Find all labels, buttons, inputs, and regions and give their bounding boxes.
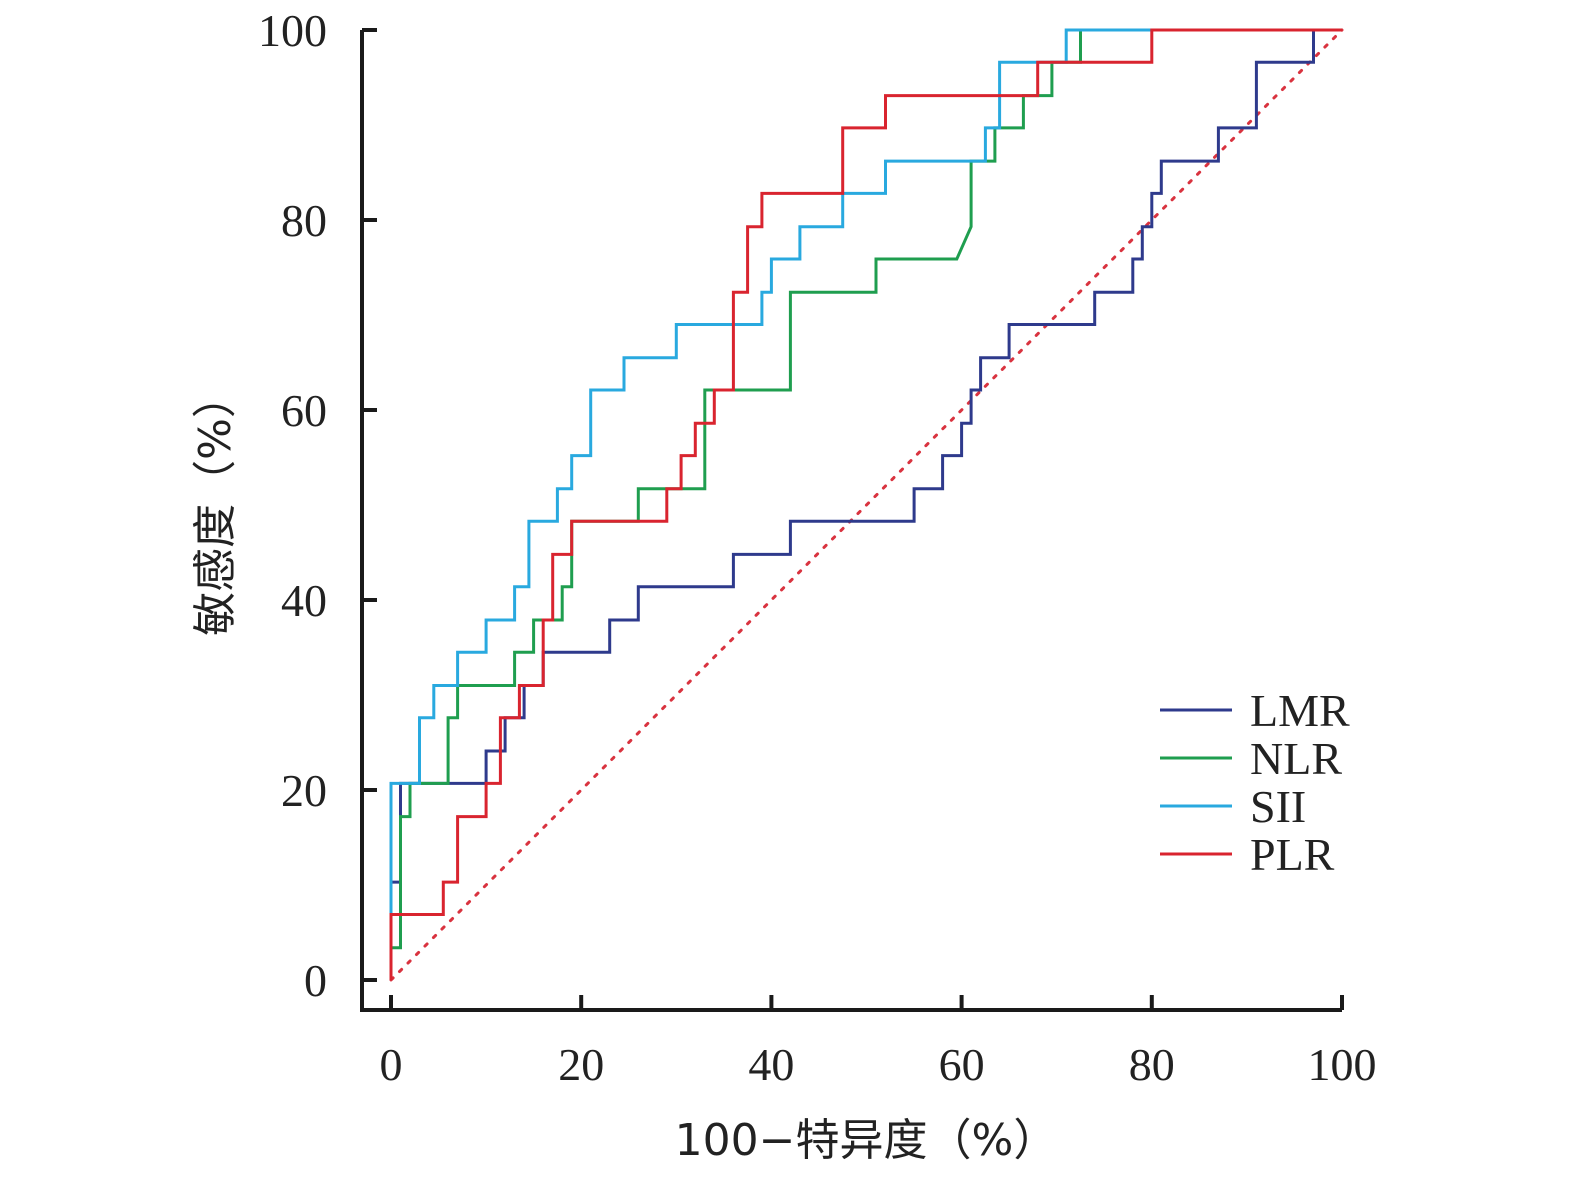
y-tick-label: 100	[258, 5, 327, 56]
y-tick-label: 40	[281, 575, 327, 626]
legend-label-plr: PLR	[1250, 829, 1335, 880]
series-line-sii	[389, 28, 1342, 980]
x-tick-label: 80	[1129, 1039, 1175, 1090]
x-tick-label: 40	[748, 1039, 794, 1090]
axes	[360, 30, 1342, 1012]
y-tick-label: 60	[281, 385, 327, 436]
y-axis-title: 敏感度（%）	[190, 374, 241, 636]
legend-label-lmr: LMR	[1250, 685, 1350, 736]
y-tick-label: 80	[281, 195, 327, 246]
reference-diagonal-line	[389, 28, 1344, 982]
x-tick-label: 60	[939, 1039, 985, 1090]
legend-label-nlr: NLR	[1250, 733, 1342, 784]
legend-label-sii: SII	[1250, 781, 1306, 832]
y-tick-label: 0	[304, 955, 327, 1006]
y-tick-label: 20	[281, 765, 327, 816]
series-line-lmr	[389, 30, 1315, 980]
reference-line-layer	[389, 28, 1344, 982]
x-tick-label: 20	[558, 1039, 604, 1090]
series-layer	[389, 28, 1342, 980]
x-tick-label: 100	[1308, 1039, 1377, 1090]
x-tick-label: 0	[380, 1039, 403, 1090]
x-axis-title: 100−特异度（%）	[675, 1115, 1058, 1166]
series-line-plr	[389, 28, 1342, 980]
ticks: 0 20 40 60 80 100 0 20 40 60 80 100	[258, 5, 1377, 1090]
